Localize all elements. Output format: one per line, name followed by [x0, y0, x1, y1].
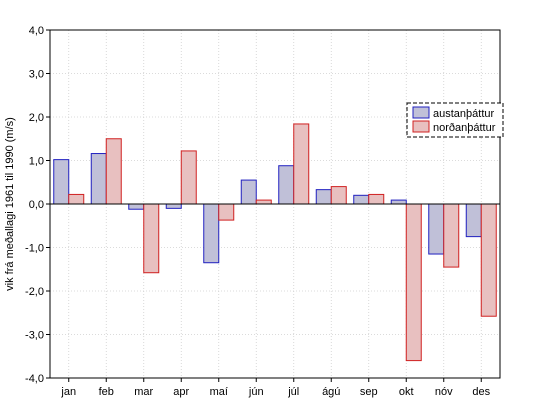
bar-austanthattur-7: [315, 189, 332, 205]
legend-swatch-austanthattur: [412, 106, 430, 119]
bar-austanthattur-3: [165, 203, 182, 209]
bar-austanthattur-1: [90, 153, 107, 205]
legend-label-austanthattur: austanþáttur: [433, 108, 494, 120]
bar-nordanthattur-6: [293, 123, 310, 205]
x-tick-label: maí: [210, 386, 228, 398]
y-tick-label: 1,0: [29, 156, 44, 168]
bar-nordanthattur-5: [255, 199, 272, 205]
y-tick-label: 3,0: [29, 69, 44, 81]
x-tick-label: júl: [287, 386, 299, 398]
bar-nordanthattur-7: [330, 186, 347, 205]
legend-label-nordanthattur: norðanþáttur: [433, 122, 496, 134]
y-tick-label: -3,0: [25, 330, 44, 342]
y-tick-label: 0,0: [29, 199, 44, 211]
y-tick-label: -2,0: [25, 286, 44, 298]
bar-nordanthattur-8: [368, 193, 385, 205]
bar-nordanthattur-3: [180, 150, 197, 205]
bar-austanthattur-4: [203, 203, 220, 264]
x-tick-label: sep: [360, 386, 378, 398]
x-axis: jan feb mar apr maí jún júl ágú sep okt nóv des: [60, 378, 491, 398]
bar-austanthattur-6: [278, 165, 295, 205]
bar-nordanthattur-2: [143, 203, 160, 274]
bar-nordanthattur-4: [218, 203, 235, 221]
x-tick-label: nóv: [435, 386, 453, 398]
y-tick-label: -4,0: [25, 373, 44, 385]
x-tick-label: apr: [173, 386, 189, 398]
bar-austanthattur-5: [240, 179, 257, 205]
x-tick-label: mar: [134, 386, 153, 398]
bar-nordanthattur-10: [443, 203, 460, 268]
y-tick-label: 2,0: [29, 112, 44, 124]
bar-austanthattur-11: [465, 203, 482, 238]
bar-austanthattur-8: [353, 194, 370, 205]
x-tick-label: okt: [399, 386, 414, 398]
bar-nordanthattur-11: [480, 203, 497, 317]
y-axis: -4,0 -3,0 -2,0 -1,0 0,0 1,0 2,0 3,0 4,0: [25, 25, 50, 385]
bar-austanthattur-10: [428, 203, 445, 255]
bar-austanthattur-9: [390, 199, 407, 205]
y-tick-label: 4,0: [29, 25, 44, 37]
x-tick-label: jan: [60, 386, 76, 398]
bar-nordanthattur-9: [405, 203, 422, 362]
legend-swatch-nordanthattur: [412, 120, 430, 133]
y-tick-label: -1,0: [25, 243, 44, 255]
legend: austanþáttur norðanþáttur: [406, 102, 504, 138]
x-tick-label: jún: [248, 386, 264, 398]
x-tick-label: feb: [99, 386, 114, 398]
bar-nordanthattur-1: [105, 138, 122, 205]
bar-nordanthattur-0: [68, 193, 85, 205]
y-axis-title: vik frá meðallagi 1961 til 1990 (m/s): [4, 117, 16, 291]
x-tick-label: ágú: [322, 386, 340, 398]
bars: [53, 123, 497, 362]
bar-austanthattur-2: [128, 203, 145, 210]
bar-austanthattur-0: [53, 159, 70, 205]
x-tick-label: des: [472, 386, 490, 398]
